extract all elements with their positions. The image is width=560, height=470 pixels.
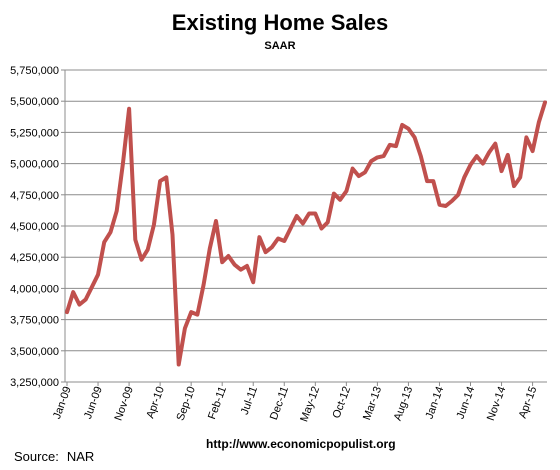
website-url: http://www.economicpopulist.org: [206, 437, 396, 451]
x-tick-label: Apr-15: [517, 385, 540, 420]
x-tick-label: Jan-14: [424, 385, 447, 421]
x-tick-label: May-12: [298, 385, 322, 424]
series-layer: [65, 100, 547, 367]
y-tick-label: 4,750,000: [10, 190, 59, 202]
x-tick-label: Apr-10: [144, 385, 167, 420]
x-tick-label: Feb-11: [206, 385, 229, 421]
y-tick-label: 4,000,000: [10, 283, 59, 295]
source-note: Source: NAR: [14, 449, 94, 464]
chart-title: Existing Home Sales: [171, 10, 389, 35]
y-tick-label: 3,250,000: [10, 377, 59, 389]
x-tick-label: Mar-13: [361, 385, 384, 422]
y-tick-label: 3,500,000: [10, 346, 59, 358]
y-tick-label: 5,000,000: [10, 159, 59, 171]
x-tick-label: Aug-13: [392, 385, 415, 422]
y-tick-label: 5,250,000: [10, 127, 59, 139]
gridlines: [65, 69, 547, 383]
source-label: Source:: [14, 449, 59, 464]
x-tick-label: Nov-14: [485, 385, 508, 422]
y-tick-label: 5,750,000: [10, 65, 59, 77]
x-tick-label: Jan-09: [51, 385, 74, 421]
x-tick-label: Sep-10: [175, 385, 198, 422]
y-tick-label: 3,750,000: [10, 315, 59, 327]
axes: [61, 69, 547, 386]
x-tick-label: Dec-11: [268, 385, 291, 422]
x-tick-label: Jun-14: [455, 385, 478, 421]
y-tick-label: 5,500,000: [10, 96, 59, 108]
source-value: NAR: [66, 449, 95, 464]
x-tick-label: Jun-09: [82, 385, 105, 421]
series-line: [65, 100, 547, 367]
chart-subtitle: SAAR: [264, 40, 296, 52]
x-tick-label: Jul-11: [239, 385, 260, 417]
y-tick-label: 4,500,000: [10, 221, 59, 233]
y-tick-label: 4,250,000: [10, 252, 59, 264]
x-tick-label: Oct-12: [331, 385, 354, 420]
x-tick-label: Nov-09: [112, 385, 135, 422]
